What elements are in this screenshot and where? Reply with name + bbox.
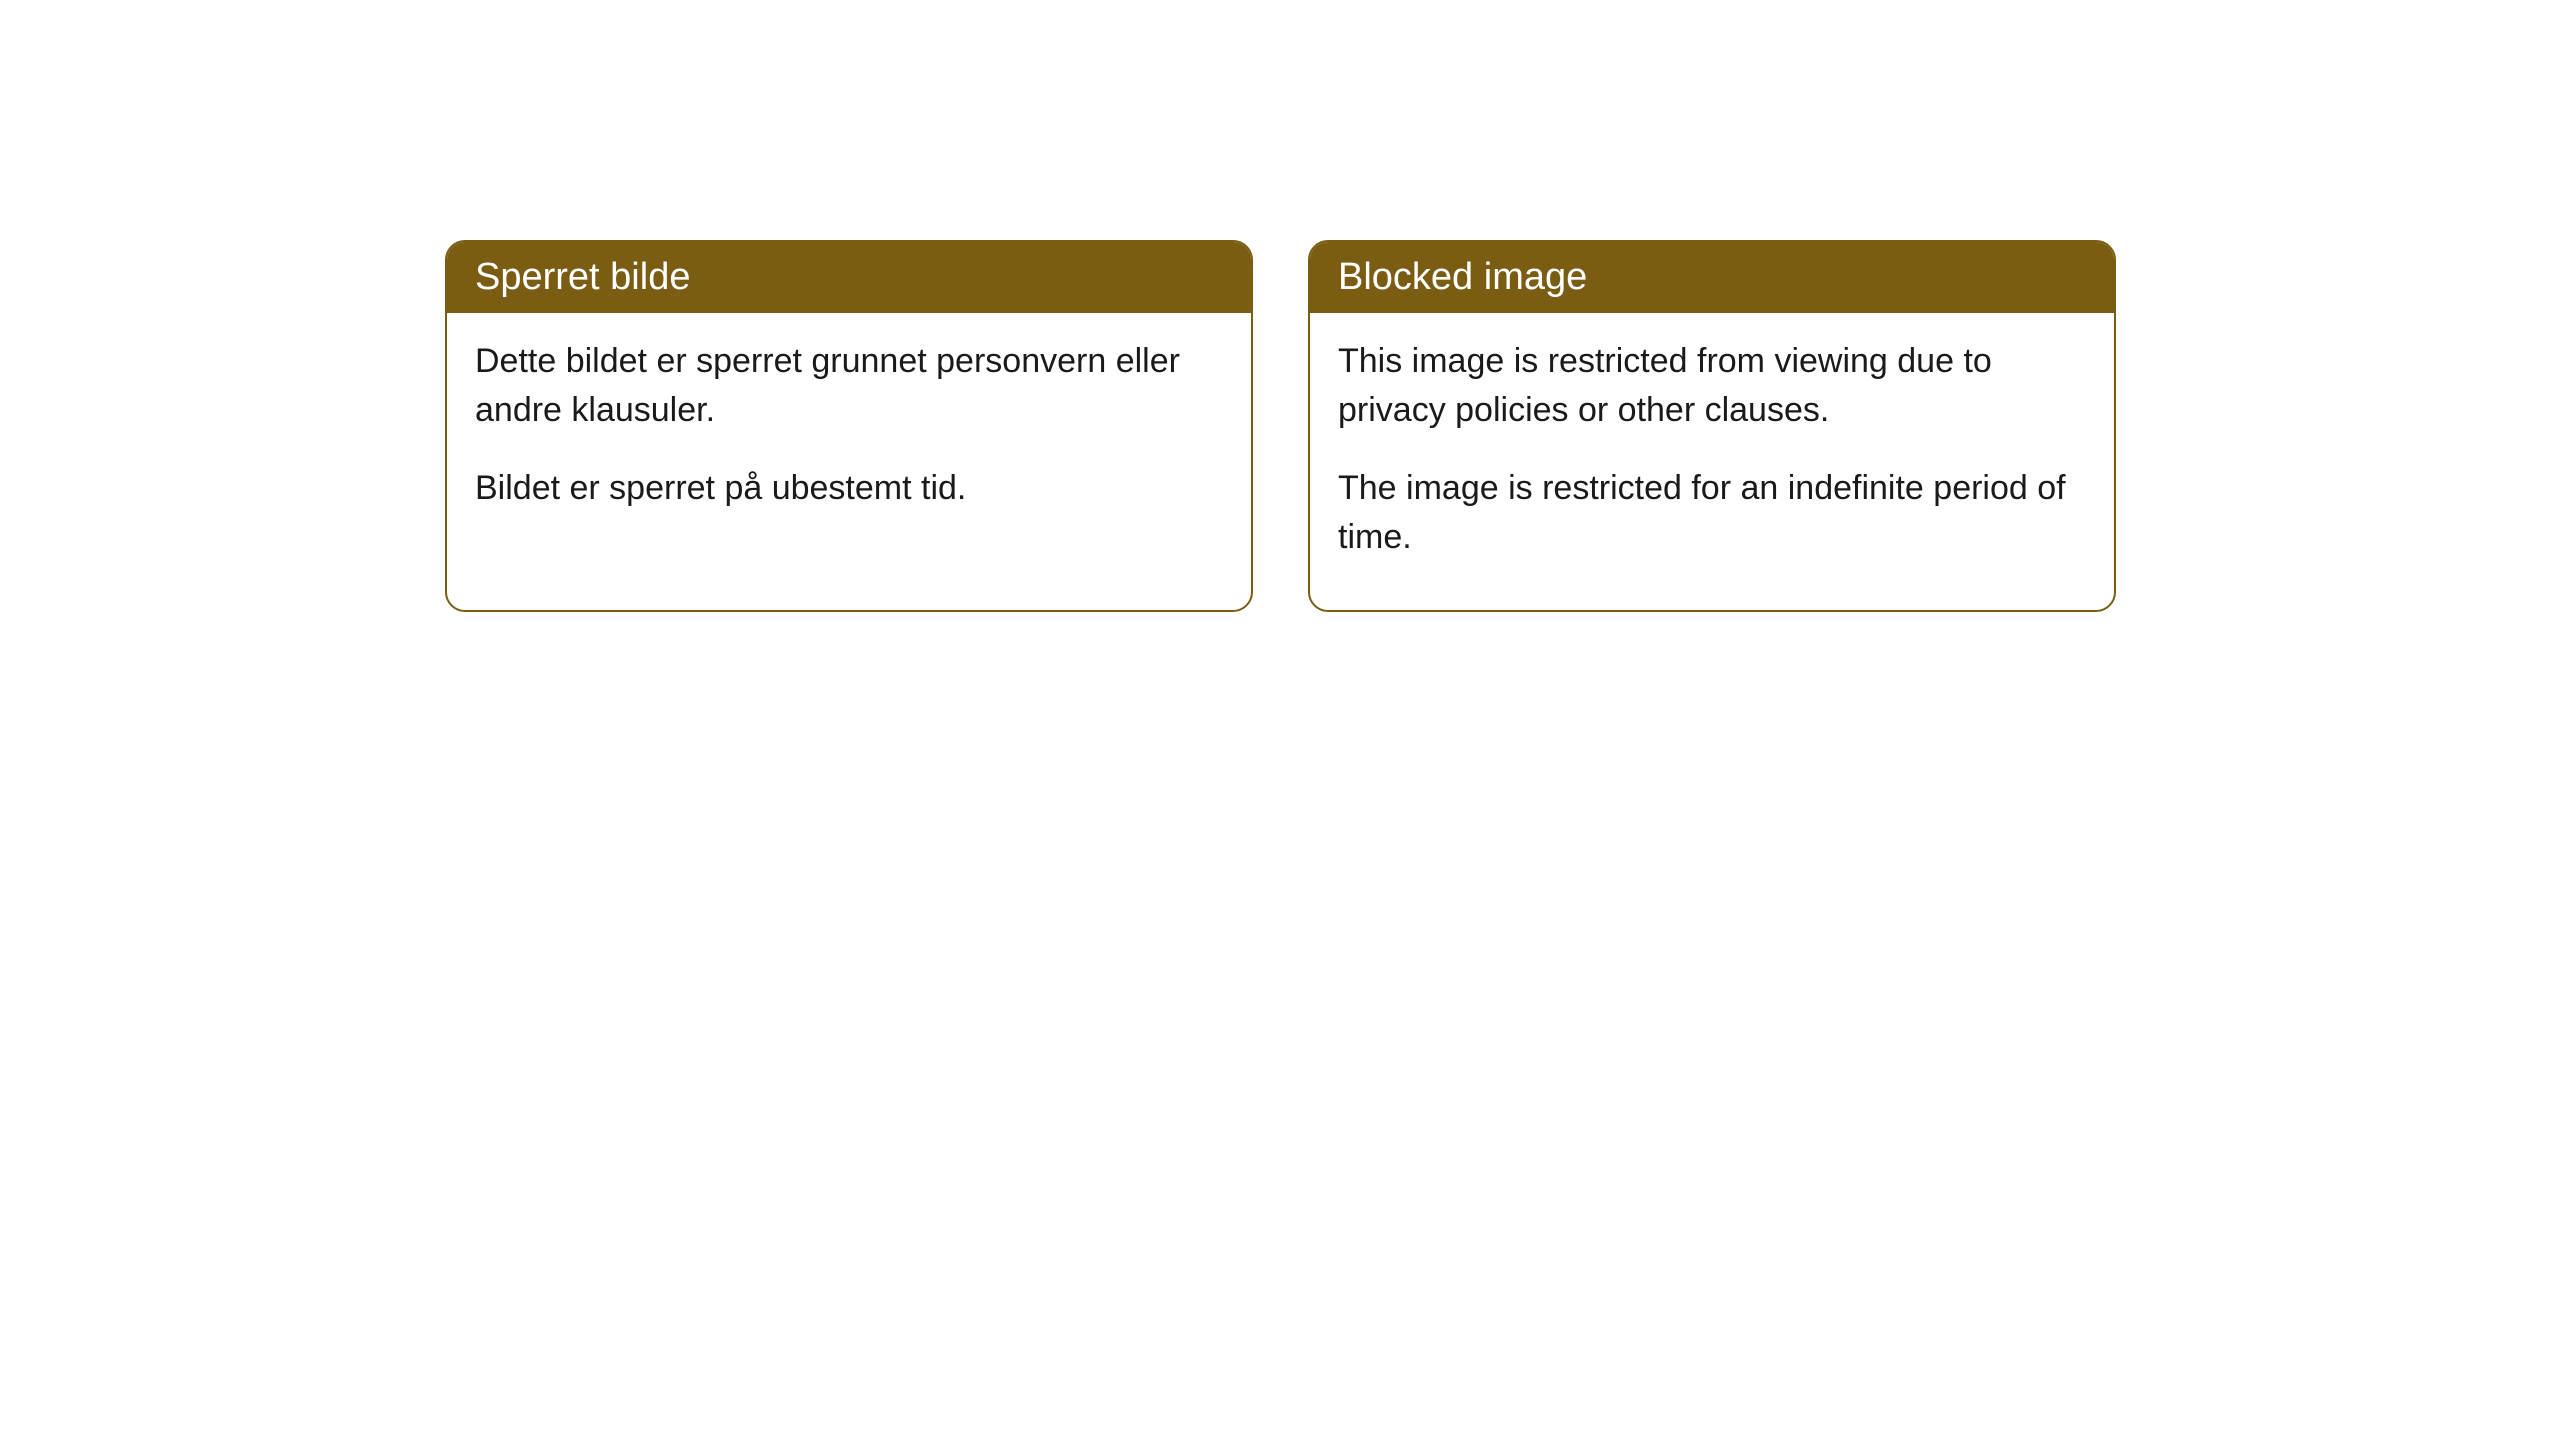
card-paragraph-1: This image is restricted from viewing du… [1338,337,2086,436]
notification-cards-container: Sperret bilde Dette bildet er sperret gr… [445,240,2116,612]
card-header-norwegian: Sperret bilde [447,242,1251,313]
card-body-norwegian: Dette bildet er sperret grunnet personve… [447,313,1251,561]
card-title: Sperret bilde [475,256,690,298]
card-paragraph-2: Bildet er sperret på ubestemt tid. [475,464,1223,513]
notification-card-english: Blocked image This image is restricted f… [1308,240,2116,612]
card-header-english: Blocked image [1310,242,2114,313]
card-title: Blocked image [1338,256,1587,298]
card-paragraph-2: The image is restricted for an indefinit… [1338,464,2086,563]
notification-card-norwegian: Sperret bilde Dette bildet er sperret gr… [445,240,1253,612]
card-paragraph-1: Dette bildet er sperret grunnet personve… [475,337,1223,436]
card-body-english: This image is restricted from viewing du… [1310,313,2114,610]
